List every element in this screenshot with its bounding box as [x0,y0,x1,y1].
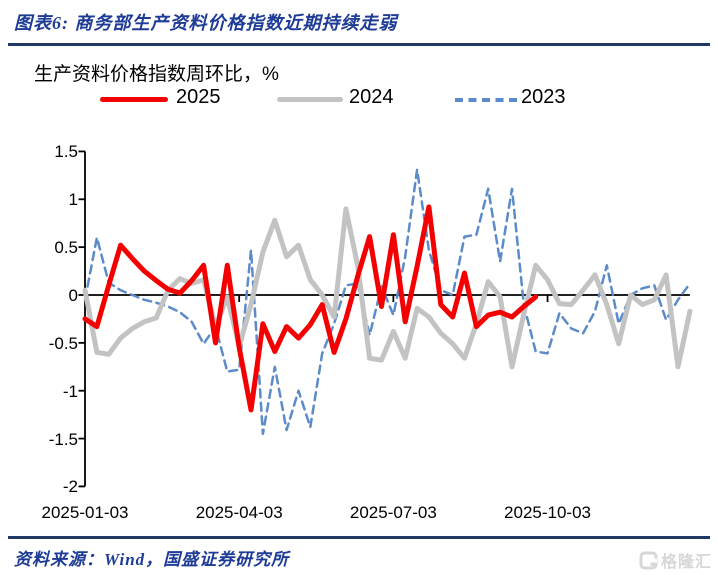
y-axis-tick-label: 0 [68,286,78,305]
x-axis-tick-label: 2025-01-03 [41,503,129,522]
title-divider-line [8,43,710,46]
y-axis-tick-label: -2 [62,477,78,497]
legend-label-2025: 2025 [176,86,221,108]
series-line-2023 [83,168,692,436]
legend-swatch-2023 [455,98,517,102]
y-axis-tick-label: 1.5 [54,142,78,162]
x-axis-tick-label: 2025-04-03 [195,503,283,522]
watermark-text: 格隆汇 [660,554,712,571]
legend-swatch-2025 [100,97,168,102]
y-axis-tick-label: -1.5 [48,429,78,449]
series-line-2025 [82,204,539,413]
series-line-2024 [82,206,693,370]
x-axis-tick-label: 2025-07-03 [349,503,437,522]
figure-title: 图表6: 商务部生产资料价格指数近期持续走弱 [14,13,398,33]
y-axis-tick-label: 0.5 [54,238,78,258]
y-axis-tick-label: -1 [62,381,78,401]
legend-label-2024: 2024 [349,86,394,108]
y-axis-tick-label: -0.5 [48,333,78,353]
x-axis-tick-label: 2025-10-03 [504,503,592,522]
legend-label-2023: 2023 [521,86,566,108]
legend-swatch-2024 [277,97,343,102]
gelonghui-logo-icon [639,551,658,569]
chart-subtitle: 生产资料价格指数周环比，% [34,64,279,85]
y-axis-tick-label: 1 [68,190,78,210]
gelonghui-watermark: 格隆汇 [639,548,712,572]
data-source-note: 资料来源：Wind，国盛证券研究所 [14,550,290,569]
footer-divider-line [8,536,710,539]
